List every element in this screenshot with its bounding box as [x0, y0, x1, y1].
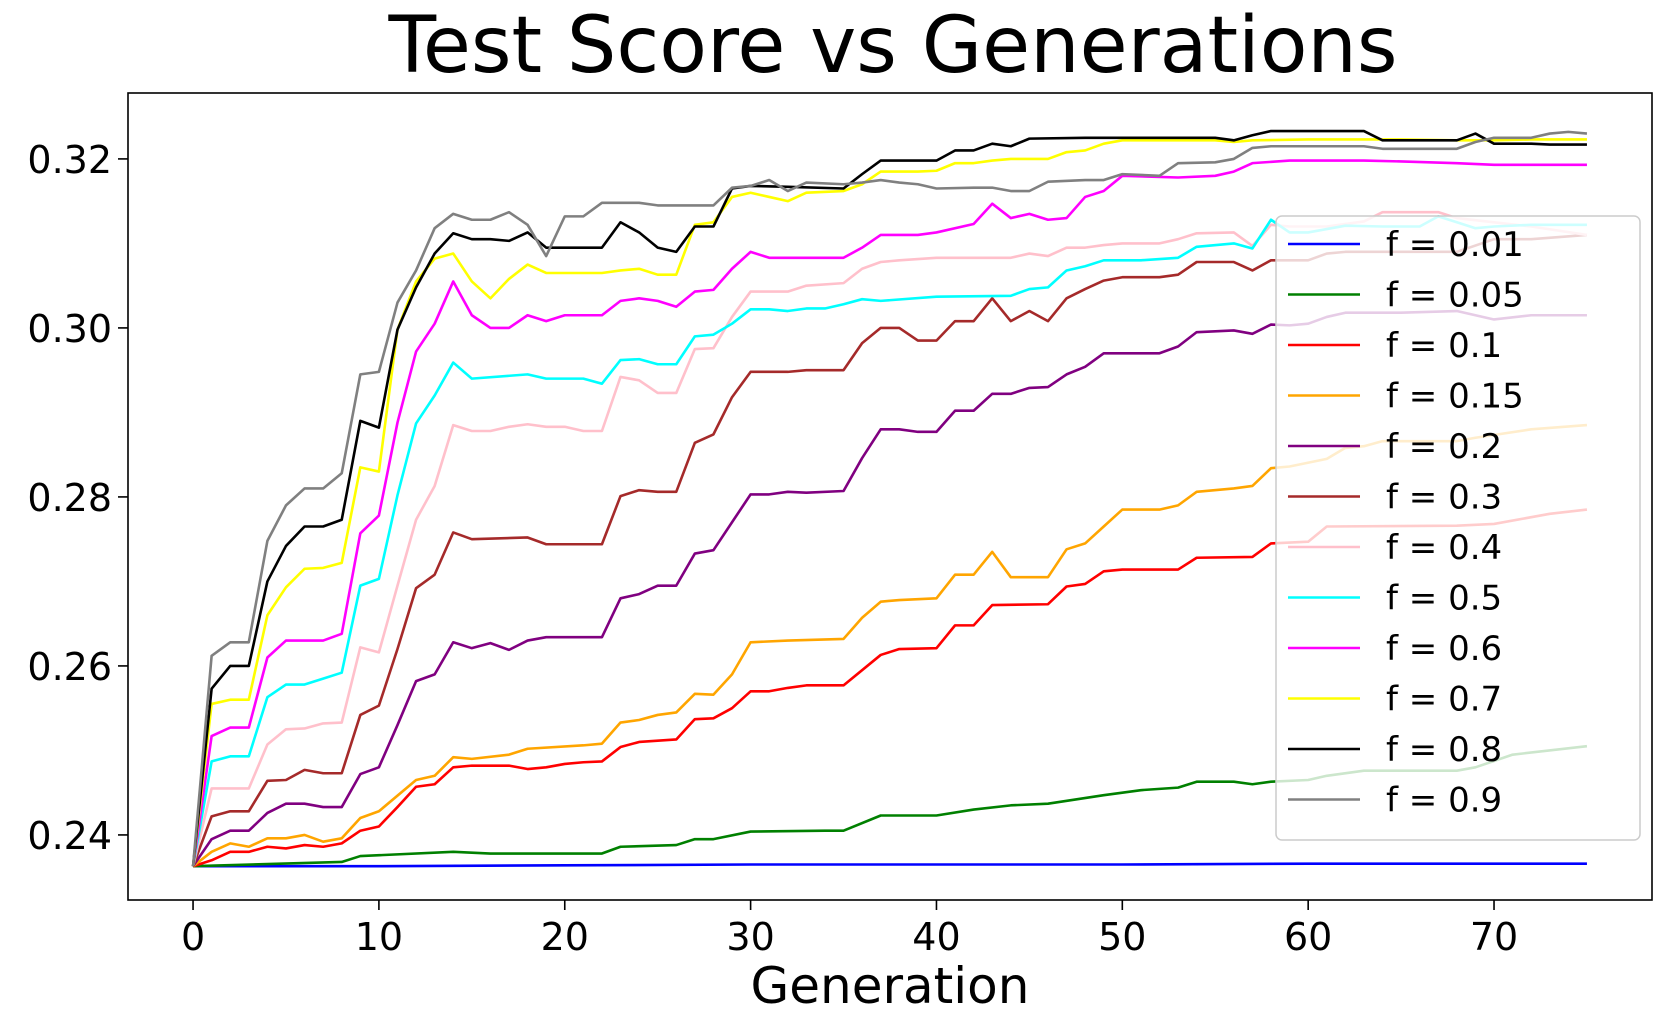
legend: f = 0.01 f = 0.05 f = 0.1 f = 0.15 f = 0.2 f …: [1275, 215, 1641, 841]
x-tick-label: 0: [181, 915, 205, 959]
legend-entry: f = 0.6: [1386, 629, 1502, 669]
axes-layer: 0 10 20 30 40 50 60 70 0.24 0.26 0.28 0.30 0.32: [27, 138, 1518, 959]
legend-entry: f = 0.15: [1386, 377, 1524, 417]
series-line-10: [191, 129, 1587, 867]
legend-entry: f = 0.8: [1386, 730, 1502, 770]
legend-entry: f = 0.9: [1386, 781, 1502, 821]
legend-entry: f = 0.5: [1386, 579, 1502, 619]
legend-entry: f = 0.4: [1386, 528, 1502, 568]
series-line-5: [191, 233, 1588, 867]
legend-entry: f = 0.05: [1386, 276, 1524, 316]
legend-entry: f = 0.01: [1386, 225, 1524, 265]
y-tick-label: 0.30: [27, 307, 112, 351]
legend-box: [1275, 215, 1641, 841]
series-line-8: [191, 159, 1587, 867]
y-tick-label: 0.24: [27, 814, 112, 858]
series-line-0: [193, 862, 1587, 868]
y-tick-label: 0.32: [27, 138, 112, 182]
x-tick-label: 20: [541, 915, 589, 959]
series-line-4: [191, 309, 1587, 867]
x-tick-label: 40: [912, 915, 960, 959]
y-tick-label: 0.28: [27, 476, 112, 520]
x-axis-label: Generation: [751, 957, 1030, 1015]
legend-entry: f = 0.1: [1386, 326, 1502, 366]
series-line-11: [191, 130, 1588, 867]
chart-title: Test Score vs Generations: [387, 1, 1397, 91]
series-line-9: [191, 138, 1587, 867]
legend-entry: f = 0.2: [1386, 427, 1502, 467]
series-line-2: [192, 508, 1588, 868]
legend-entry: f = 0.3: [1386, 478, 1502, 518]
y-tick-label: 0.26: [27, 645, 112, 689]
legend-entry: f = 0.7: [1386, 680, 1502, 720]
x-tick-label: 50: [1098, 915, 1146, 959]
series-line-3: [192, 423, 1588, 868]
series-layer: [191, 129, 1588, 868]
x-tick-label: 70: [1470, 915, 1518, 959]
x-tick-label: 30: [726, 915, 774, 959]
x-tick-label: 10: [355, 915, 403, 959]
x-tick-label: 60: [1284, 915, 1332, 959]
